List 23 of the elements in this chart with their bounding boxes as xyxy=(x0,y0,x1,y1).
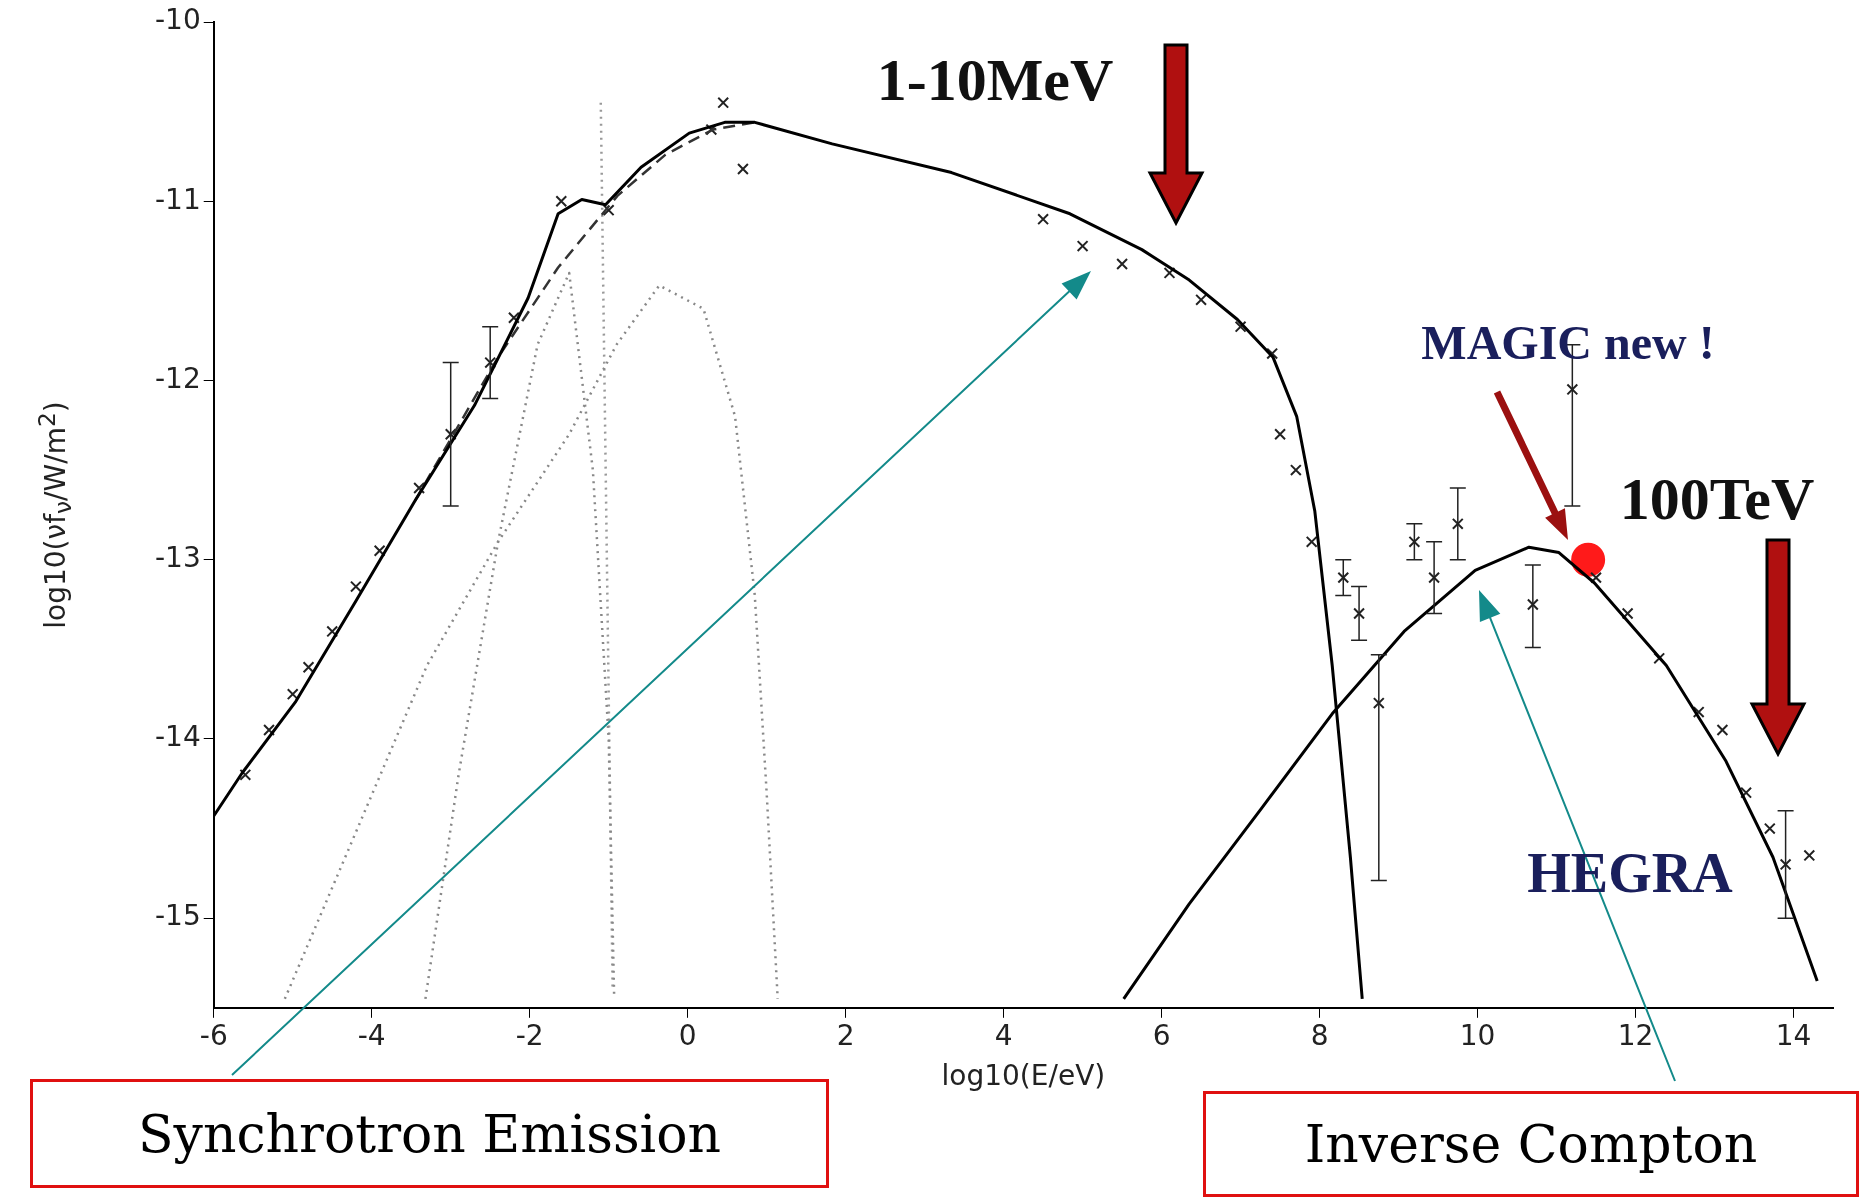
x-tick-label: -2 xyxy=(515,1018,544,1052)
x-tick-label: 4 xyxy=(994,1018,1013,1052)
y-tick-label: -11 xyxy=(155,182,201,216)
x-tick-label: 14 xyxy=(1775,1018,1812,1052)
x-tick-label: 8 xyxy=(1310,1018,1329,1052)
x-tick-label: -4 xyxy=(357,1018,386,1052)
x-tick-label: -6 xyxy=(199,1018,228,1052)
y-tick-label: -14 xyxy=(155,720,201,754)
text: Inverse Compton xyxy=(1304,1114,1758,1174)
x-tick-label: 6 xyxy=(1152,1018,1171,1052)
text: Synchrotron Emission xyxy=(137,1103,722,1164)
y-tick-label: -13 xyxy=(155,540,201,574)
x-tick-label: 12 xyxy=(1617,1018,1654,1052)
annotation: 1-10MeV xyxy=(876,45,1114,115)
x-axis-title: log10(E/eV) xyxy=(941,1059,1106,1093)
y-tick-label: -10 xyxy=(155,3,201,37)
annotation: MAGIC new ! xyxy=(1421,314,1715,370)
x-tick-label: 0 xyxy=(678,1018,697,1052)
annotation: 100TeV xyxy=(1619,464,1815,534)
y-tick-label: -12 xyxy=(155,361,201,395)
x-tick-label: 10 xyxy=(1459,1018,1496,1052)
x-tick-label: 2 xyxy=(836,1018,855,1052)
y-tick-label: -15 xyxy=(155,899,201,933)
